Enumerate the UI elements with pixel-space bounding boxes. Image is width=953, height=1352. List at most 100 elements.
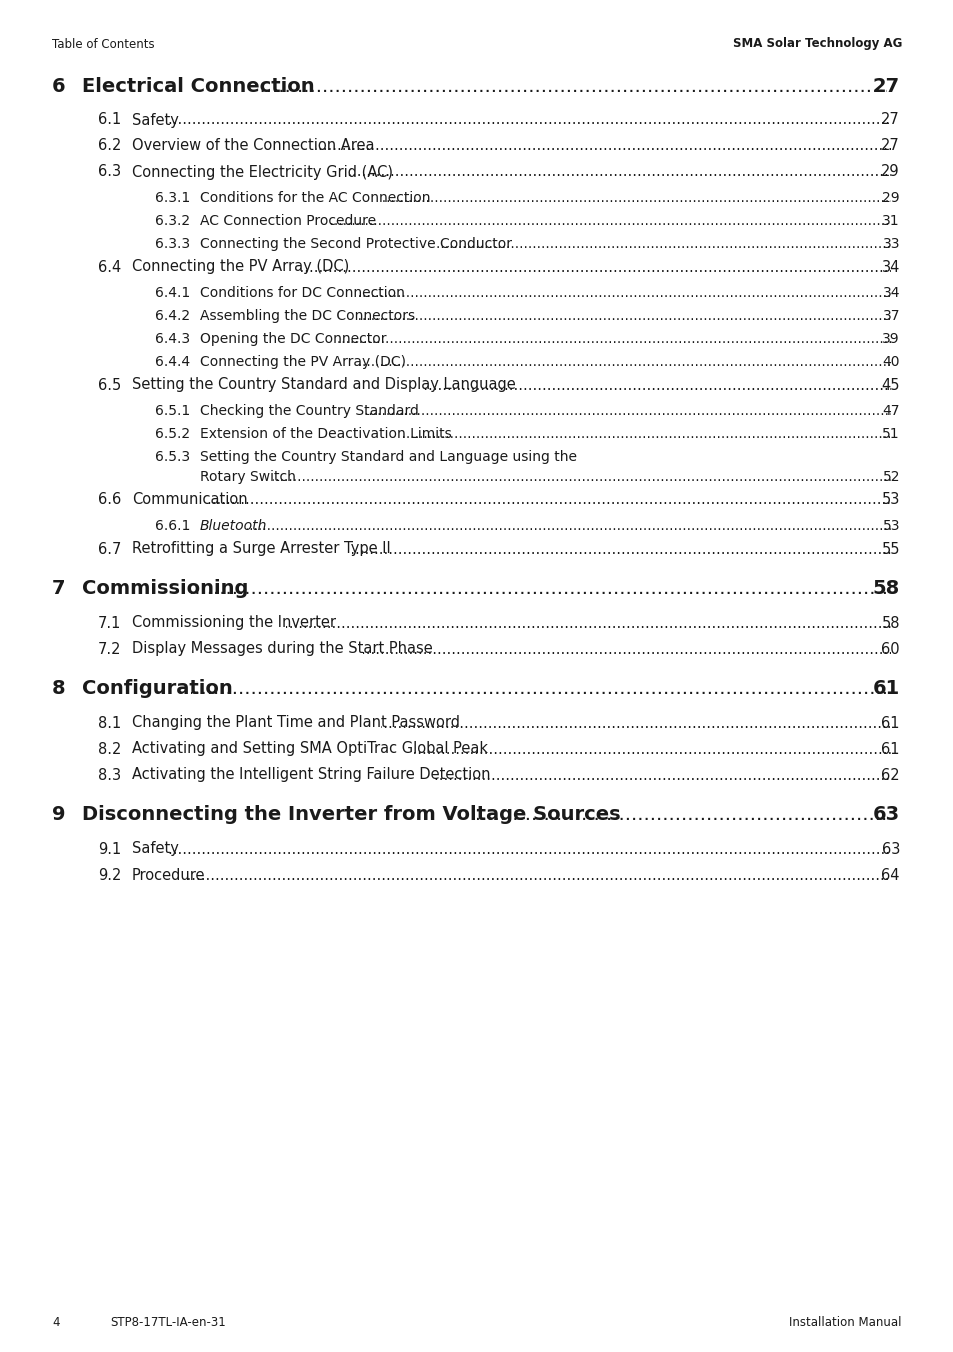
Text: Rotary Switch: Rotary Switch xyxy=(200,470,295,484)
Text: ................................................................................: ........................................… xyxy=(210,427,953,441)
Text: 6.6: 6.6 xyxy=(98,492,121,507)
Text: ................................................................................: ........................................… xyxy=(74,492,953,507)
Text: ................................................................................: ........................................… xyxy=(188,768,953,783)
Text: 9: 9 xyxy=(52,806,66,825)
Text: 6.4.1: 6.4.1 xyxy=(154,287,190,300)
Text: 58: 58 xyxy=(872,580,899,599)
Text: 6.7: 6.7 xyxy=(98,542,121,557)
Text: 52: 52 xyxy=(882,470,899,484)
Text: 7.2: 7.2 xyxy=(98,641,121,657)
Text: 29: 29 xyxy=(881,165,899,180)
Text: Connecting the PV Array (DC): Connecting the PV Array (DC) xyxy=(132,260,349,274)
Text: Procedure: Procedure xyxy=(132,868,205,883)
Text: ................................................................................: ........................................… xyxy=(0,680,953,699)
Text: 6.4.2: 6.4.2 xyxy=(154,310,190,323)
Text: 6.5: 6.5 xyxy=(98,377,121,392)
Text: Activating the Intelligent String Failure Detection: Activating the Intelligent String Failur… xyxy=(132,768,490,783)
Text: 40: 40 xyxy=(882,356,899,369)
Text: ................................................................................: ........................................… xyxy=(152,641,953,657)
Text: 8.1: 8.1 xyxy=(98,715,121,730)
Text: Setting the Country Standard and Display Language: Setting the Country Standard and Display… xyxy=(132,377,516,392)
Text: Disconnecting the Inverter from Voltage Sources: Disconnecting the Inverter from Voltage … xyxy=(82,806,620,825)
Text: 51: 51 xyxy=(882,427,899,441)
Text: ................................................................................: ........................................… xyxy=(161,715,953,730)
Text: ................................................................................: ........................................… xyxy=(175,741,953,757)
Text: Table of Contents: Table of Contents xyxy=(52,38,154,50)
Text: 8.2: 8.2 xyxy=(98,741,121,757)
Text: Conditions for the AC Connection: Conditions for the AC Connection xyxy=(200,191,430,206)
Text: 4: 4 xyxy=(52,1315,59,1329)
Text: 6.4.3: 6.4.3 xyxy=(154,333,190,346)
Text: Commissioning: Commissioning xyxy=(82,580,248,599)
Text: ................................................................................: ........................................… xyxy=(57,806,953,825)
Text: 53: 53 xyxy=(882,519,899,533)
Text: Overview of the Connection Area: Overview of the Connection Area xyxy=(132,138,375,154)
Text: ................................................................................: ........................................… xyxy=(119,260,953,274)
Text: Extension of the Deactivation Limits: Extension of the Deactivation Limits xyxy=(200,427,452,441)
Text: 27: 27 xyxy=(881,112,899,127)
Text: 8.3: 8.3 xyxy=(98,768,121,783)
Text: 6.1: 6.1 xyxy=(98,112,121,127)
Text: 60: 60 xyxy=(881,641,899,657)
Text: ................................................................................: ........................................… xyxy=(145,470,953,484)
Text: 6.4.4: 6.4.4 xyxy=(154,356,190,369)
Text: STP8-17TL-IA-en-31: STP8-17TL-IA-en-31 xyxy=(110,1315,226,1329)
Text: ................................................................................: ........................................… xyxy=(198,191,953,206)
Text: ................................................................................: ........................................… xyxy=(132,519,953,533)
Text: Connecting the Second Protective Conductor: Connecting the Second Protective Conduct… xyxy=(200,237,512,251)
Text: 29: 29 xyxy=(882,191,899,206)
Text: 63: 63 xyxy=(872,806,899,825)
Text: 37: 37 xyxy=(882,310,899,323)
Text: 7: 7 xyxy=(52,580,66,599)
Text: AC Connection Procedure: AC Connection Procedure xyxy=(200,214,375,228)
Text: ................................................................................: ........................................… xyxy=(54,112,953,127)
Text: 27: 27 xyxy=(872,77,899,96)
Text: 6.2: 6.2 xyxy=(98,138,121,154)
Text: 61: 61 xyxy=(881,715,899,730)
Text: ................................................................................: ........................................… xyxy=(181,377,953,392)
Text: Activating and Setting SMA OptiTrac Global Peak: Activating and Setting SMA OptiTrac Glob… xyxy=(132,741,488,757)
Text: 6.3.3: 6.3.3 xyxy=(154,237,190,251)
Text: ................................................................................: ........................................… xyxy=(113,615,953,630)
Text: 6.3.2: 6.3.2 xyxy=(154,214,190,228)
Text: 34: 34 xyxy=(881,260,899,274)
Text: Setting the Country Standard and Language using the: Setting the Country Standard and Languag… xyxy=(200,450,577,464)
Text: 47: 47 xyxy=(882,404,899,418)
Text: 9.2: 9.2 xyxy=(98,868,121,883)
Text: Assembling the DC Connectors: Assembling the DC Connectors xyxy=(200,310,415,323)
Text: 6.3: 6.3 xyxy=(98,165,121,180)
Text: ................................................................................: ........................................… xyxy=(128,138,953,154)
Text: Bluetooth: Bluetooth xyxy=(200,519,267,533)
Text: 45: 45 xyxy=(881,377,899,392)
Text: Connecting the PV Array (DC): Connecting the PV Array (DC) xyxy=(200,356,406,369)
Text: Checking the Country Standard: Checking the Country Standard xyxy=(200,404,418,418)
Text: 53: 53 xyxy=(881,492,899,507)
Text: ................................................................................: ........................................… xyxy=(190,404,953,418)
Text: ................................................................................: ........................................… xyxy=(0,580,953,599)
Text: 63: 63 xyxy=(881,841,899,857)
Text: 6.5.2: 6.5.2 xyxy=(154,427,190,441)
Text: 61: 61 xyxy=(872,680,899,699)
Text: 9.1: 9.1 xyxy=(98,841,121,857)
Text: Configuration: Configuration xyxy=(82,680,233,699)
Text: 31: 31 xyxy=(882,214,899,228)
Text: ................................................................................: ........................................… xyxy=(175,333,953,346)
Text: Safety: Safety xyxy=(132,841,178,857)
Text: Display Messages during the Start Phase: Display Messages during the Start Phase xyxy=(132,641,433,657)
Text: 6.5.1: 6.5.1 xyxy=(154,404,190,418)
Text: Safety: Safety xyxy=(132,112,178,127)
Text: 7.1: 7.1 xyxy=(98,615,121,630)
Text: 55: 55 xyxy=(881,542,899,557)
Text: 39: 39 xyxy=(882,333,899,346)
Text: ................................................................................: ........................................… xyxy=(172,214,953,228)
Text: Opening the DC Connector: Opening the DC Connector xyxy=(200,333,386,346)
Text: Changing the Plant Time and Plant Password: Changing the Plant Time and Plant Passwo… xyxy=(132,715,459,730)
Text: 27: 27 xyxy=(881,138,899,154)
Text: 62: 62 xyxy=(881,768,899,783)
Text: 6.5.3: 6.5.3 xyxy=(154,450,190,464)
Text: Installation Manual: Installation Manual xyxy=(789,1315,901,1329)
Text: 33: 33 xyxy=(882,237,899,251)
Text: Retrofitting a Surge Arrester Type II: Retrofitting a Surge Arrester Type II xyxy=(132,542,391,557)
Text: 8: 8 xyxy=(52,680,66,699)
Text: Connecting the Electricity Grid (AC): Connecting the Electricity Grid (AC) xyxy=(132,165,393,180)
